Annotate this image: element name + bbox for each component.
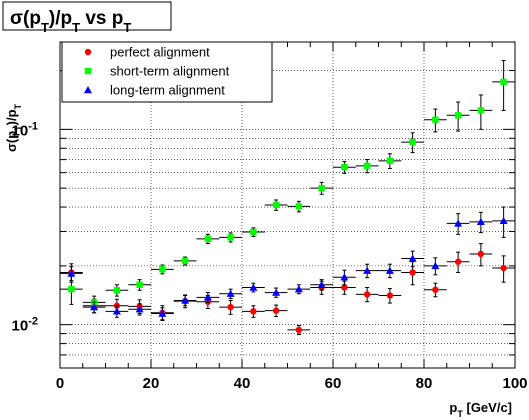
data-point (181, 257, 189, 265)
grid-lines (60, 42, 515, 368)
data-point (272, 307, 280, 314)
data-point (68, 285, 75, 293)
data-point (454, 258, 462, 265)
axis-ticks (59, 42, 516, 369)
chart-title: σ(pT)/pT vs pT (10, 8, 131, 35)
data-point (409, 269, 416, 276)
legend-box (61, 41, 273, 103)
data-point (295, 326, 303, 334)
x-tick-label: 40 (234, 375, 251, 392)
y-tick-labels: 10-2 10-1 (12, 120, 38, 334)
data-point (499, 216, 508, 225)
data-point (159, 266, 166, 273)
legend-label: short-term alignment (110, 64, 230, 79)
x-tick-labels: 0 20 40 60 80 100 (56, 375, 528, 392)
x-axis-label: pT [GeV/c] (449, 400, 512, 419)
x-tick-label: 0 (56, 375, 64, 392)
series-square (60, 60, 515, 310)
data-point (204, 235, 212, 243)
data-point (454, 112, 462, 119)
y-tick-label: 10-2 (12, 316, 38, 335)
data-point (272, 201, 280, 209)
y-axis-label: σ(pT)/pT (4, 103, 23, 152)
data-point (454, 219, 463, 227)
legend-marker-square (84, 67, 92, 75)
data-point (432, 116, 439, 123)
x-tick-label: 100 (502, 375, 527, 392)
data-point (340, 273, 349, 281)
data-point (431, 261, 440, 270)
data-point (409, 138, 416, 146)
data-point (113, 287, 121, 294)
y-tick-label: 10-1 (12, 120, 38, 139)
data-point (385, 266, 394, 274)
series-triangle (60, 206, 515, 321)
data-point (227, 303, 234, 311)
x-tick-label: 60 (325, 375, 342, 392)
data-point (386, 292, 394, 299)
data-point (500, 264, 507, 272)
data-point (318, 184, 325, 192)
data-point (477, 107, 485, 114)
data-point (272, 288, 281, 296)
data-point (226, 289, 235, 297)
data-point (432, 286, 439, 293)
data-point (295, 203, 303, 210)
data-point (477, 250, 485, 258)
legend-label: long-term alignment (110, 83, 225, 98)
data-point (363, 162, 371, 170)
data-point (90, 303, 99, 311)
legend-marker-circle (84, 48, 92, 56)
legend-label: perfect alignment (110, 45, 210, 60)
legend: perfect alignment short-term alignment lon… (61, 41, 273, 103)
data-point (386, 157, 394, 165)
data-point (227, 234, 234, 241)
data-point (500, 78, 507, 86)
data-point (67, 269, 76, 277)
data-point (317, 280, 326, 288)
data-point (203, 293, 212, 301)
x-tick-label: 80 (416, 375, 433, 392)
data-point (158, 309, 167, 317)
x-tick-label: 20 (143, 375, 160, 392)
data-point (341, 163, 348, 171)
data-series (60, 60, 515, 336)
data-point (476, 217, 485, 226)
data-point (135, 305, 144, 313)
data-point (294, 285, 303, 293)
data-point (136, 281, 143, 288)
data-point (363, 266, 372, 274)
data-point (250, 228, 257, 236)
data-point (250, 308, 257, 315)
data-point (341, 284, 348, 291)
data-point (408, 254, 417, 262)
data-point (249, 283, 258, 291)
data-point (112, 307, 121, 315)
chart-title-box: σ(pT)/pT vs pT (2, 1, 172, 35)
data-point (363, 291, 371, 298)
data-point (181, 296, 190, 304)
legend-marker-triangle (84, 86, 92, 94)
